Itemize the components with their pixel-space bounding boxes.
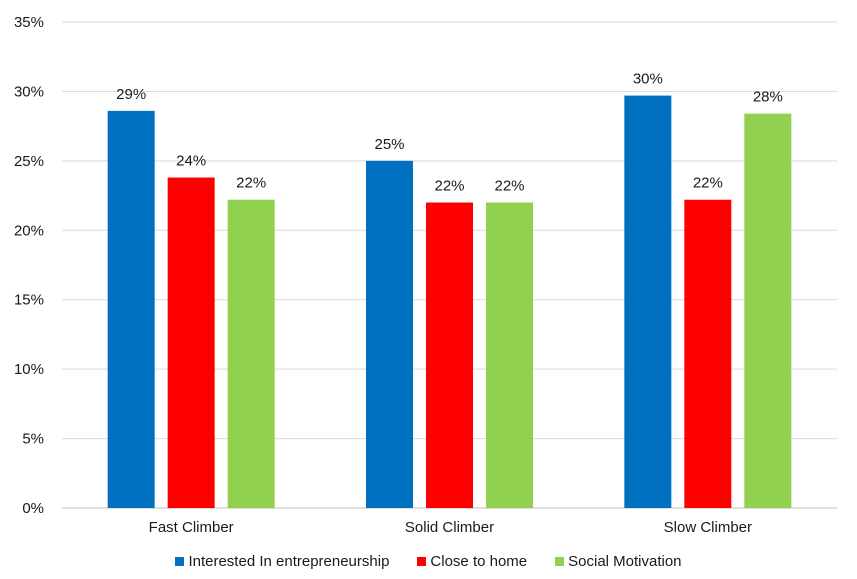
data-label: 29%: [116, 86, 146, 103]
x-axis: Fast Climber Solid Climber Slow Climber: [149, 519, 752, 536]
bar: [107, 110, 155, 509]
data-label: 22%: [693, 175, 723, 192]
legend-swatch: [417, 557, 427, 566]
legend-item: Interested In entrepreneurship: [175, 553, 389, 570]
x-tick-label: Fast Climber: [149, 519, 234, 536]
data-label: 30%: [633, 71, 663, 88]
legend-swatch: [175, 557, 185, 566]
data-label: 24%: [176, 153, 206, 170]
legend-label: Interested In entrepreneurship: [188, 553, 390, 570]
legend-label: Close to home: [430, 553, 528, 570]
legend-swatch: [555, 557, 565, 566]
bar: [366, 160, 413, 508]
data-label: 22%: [434, 178, 464, 195]
y-tick-label: 15%: [14, 292, 44, 309]
x-tick-label: Slow Climber: [664, 519, 752, 536]
data-label: 22%: [236, 175, 266, 192]
bar: [167, 177, 215, 508]
data-label: 25%: [374, 136, 404, 153]
bar: [744, 113, 792, 508]
bars: [107, 95, 792, 509]
y-tick-label: 5%: [22, 431, 44, 448]
y-axis: 0% 5% 10% 15% 20% 25% 30% 35%: [14, 14, 44, 517]
data-label: 22%: [494, 178, 524, 195]
legend-item: Close to home: [417, 553, 527, 570]
y-tick-label: 35%: [14, 14, 44, 31]
y-tick-label: 0%: [22, 500, 44, 517]
bar: [227, 199, 275, 509]
y-tick-label: 25%: [14, 153, 44, 170]
legend-label: Social Motivation: [568, 553, 682, 570]
x-tick-label: Solid Climber: [405, 519, 494, 536]
legend: Interested In entrepreneurship Close to h…: [0, 553, 857, 570]
bar: [684, 199, 732, 509]
y-tick-label: 20%: [14, 222, 44, 239]
data-label: 28%: [753, 89, 783, 106]
bar: [426, 202, 473, 508]
bar: [486, 202, 533, 508]
legend-item: Social Motivation: [555, 553, 682, 570]
y-tick-label: 30%: [14, 83, 44, 100]
data-labels: 29% 24% 22% 25% 22% 22% 30% 22% 28%: [116, 71, 783, 195]
bar: [624, 95, 672, 508]
y-tick-label: 10%: [14, 361, 44, 378]
